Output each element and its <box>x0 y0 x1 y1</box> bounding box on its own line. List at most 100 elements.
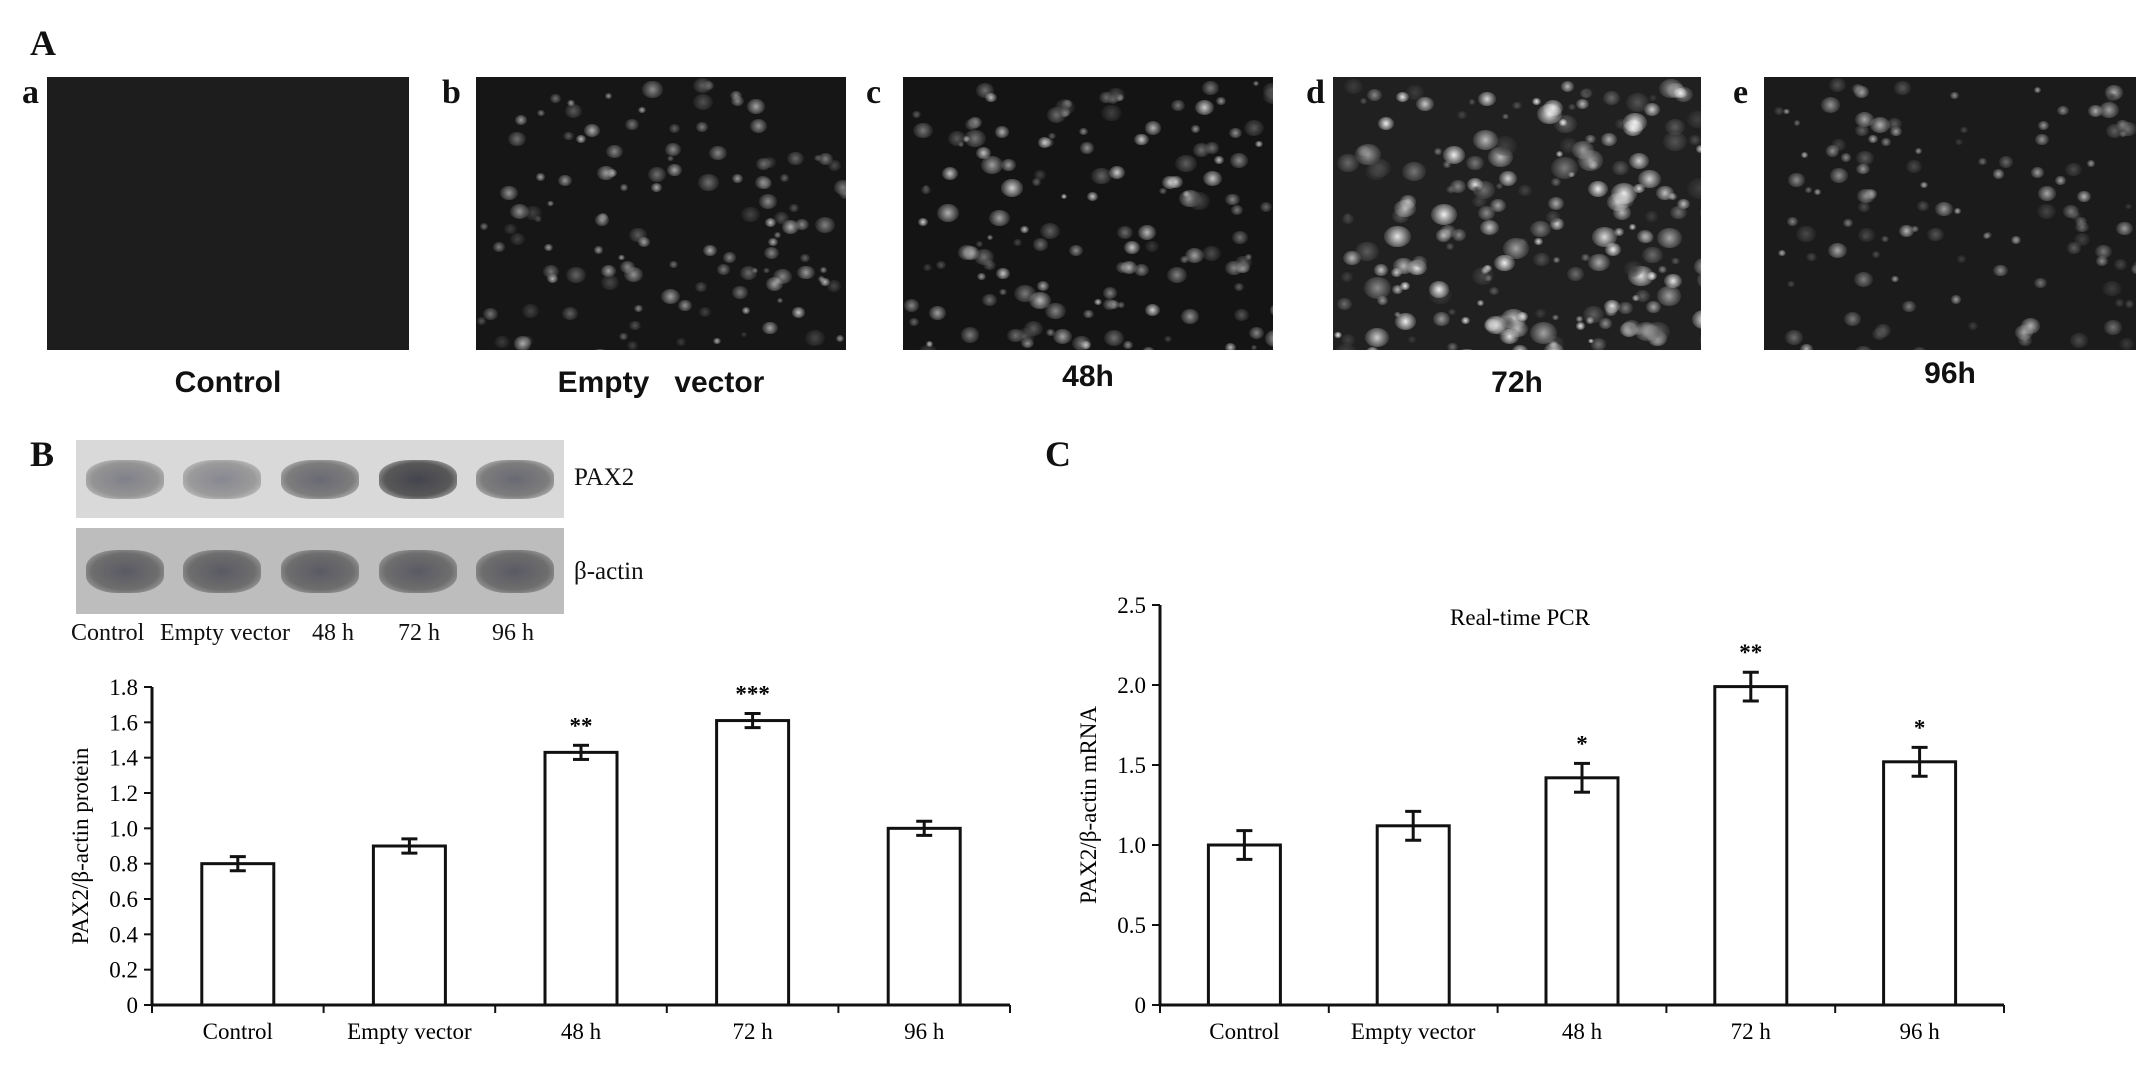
cell-spot <box>1401 162 1426 182</box>
cell-spot <box>963 129 986 148</box>
cell-spot <box>2038 186 2057 201</box>
cell-spot <box>1341 214 1355 225</box>
cell-spot <box>1550 218 1565 230</box>
x-tick-label: Control <box>1209 1019 1279 1044</box>
cell-spot <box>1020 337 1034 348</box>
cell-spot <box>1477 91 1496 107</box>
cell-spot <box>650 183 662 193</box>
cell-spot <box>1784 330 1804 346</box>
cell-spot <box>781 220 799 234</box>
cell-spot <box>1806 253 1817 262</box>
cell-spot <box>544 243 553 251</box>
cell-spot <box>1786 217 1798 226</box>
cell-spot <box>2010 236 2021 245</box>
cell-spot <box>1890 127 1902 137</box>
cell-spot <box>928 305 946 320</box>
micrograph-caption: Control <box>174 366 282 399</box>
protein-bar-chart: 0 0.2 0.4 0.6 0.8 1.0 1.2 1.4 1.6 1.8 Control Empty… <box>68 675 1011 1044</box>
cell-spot <box>1337 297 1353 310</box>
cell-spot <box>1880 235 1889 243</box>
cell-spot <box>2033 277 2048 289</box>
cell-spot <box>1567 103 1576 111</box>
cell-spot <box>1552 257 1560 263</box>
cell-spot <box>543 265 559 278</box>
x-tick-label: 96 h <box>1899 1019 1940 1044</box>
cell-spot <box>1341 271 1354 282</box>
cell-spot <box>1633 184 1645 194</box>
cell-spot <box>1637 230 1654 243</box>
x-tick-label: 48 h <box>1562 1019 1603 1044</box>
cell-spot <box>1599 318 1613 329</box>
cell-spot <box>1433 148 1443 156</box>
cell-spot <box>2037 203 2057 219</box>
cell-spot <box>1634 290 1650 303</box>
cell-spot <box>1168 176 1183 188</box>
cell-spot <box>1225 193 1240 206</box>
cell-spot <box>789 203 800 212</box>
cell-spot <box>764 218 776 228</box>
cell-spot <box>2105 92 2118 102</box>
blot-band <box>183 459 262 499</box>
cell-spot <box>2115 221 2133 236</box>
cell-spot <box>1137 225 1157 241</box>
cell-spot <box>1614 228 1625 237</box>
cell-spot <box>1044 302 1066 320</box>
cell-spot <box>1805 187 1813 193</box>
cell-spot <box>507 131 527 147</box>
cell-spot <box>1164 336 1172 343</box>
cell-spot <box>2035 134 2049 146</box>
cell-spot <box>957 141 965 147</box>
cell-spot <box>1377 116 1395 130</box>
cell-spot <box>1555 151 1564 157</box>
cell-spot <box>1693 258 1701 275</box>
cell-spot <box>1405 85 1424 100</box>
cell-spot <box>1254 141 1263 148</box>
cell-spot <box>2055 176 2066 185</box>
cell-spot <box>1363 277 1391 299</box>
cell-spot <box>1102 287 1118 299</box>
cell-spot <box>1855 150 1875 166</box>
cell-spot <box>980 156 1003 174</box>
cell-spot <box>492 241 506 252</box>
cell-spot <box>638 236 651 247</box>
cell-spot <box>779 174 790 183</box>
cell-spot <box>1192 142 1211 157</box>
panel-letter-a: A <box>30 23 56 63</box>
cell-spot <box>1687 178 1701 199</box>
cell-spot <box>1813 189 1822 196</box>
cell-spot <box>731 174 744 184</box>
cell-spot <box>1124 240 1140 254</box>
cell-spot <box>510 232 526 245</box>
cell-spot <box>536 109 545 117</box>
cell-spot <box>774 232 782 238</box>
cell-spot <box>1950 91 1960 100</box>
cell-spot <box>1842 219 1853 228</box>
cell-spot <box>1032 178 1042 186</box>
cell-spot <box>647 167 667 182</box>
cell-spot <box>1020 225 1029 233</box>
micrograph-72h <box>1333 77 1701 350</box>
cell-spot <box>1484 318 1500 331</box>
cell-spot <box>762 267 770 274</box>
cell-spot <box>1454 348 1480 350</box>
blot-band <box>476 549 555 593</box>
cell-spot <box>918 344 938 350</box>
cell-spot <box>2105 124 2123 138</box>
cell-spot <box>1870 117 1891 134</box>
cell-spot <box>668 124 680 134</box>
bar <box>200 862 276 1007</box>
cell-spot <box>1644 211 1658 222</box>
y-tick-label: 0 <box>1135 993 1147 1018</box>
y-tick-label: 0.2 <box>109 958 138 983</box>
cell-spot <box>1360 98 1368 104</box>
cell-spot <box>1472 195 1487 208</box>
cell-spot <box>567 99 575 106</box>
cell-spot <box>1978 158 1988 166</box>
blot-band <box>378 459 457 499</box>
cell-spot <box>917 217 928 226</box>
cell-spot <box>1099 92 1114 104</box>
cell-spot <box>1611 161 1629 175</box>
cell-spot <box>476 317 486 325</box>
cell-spot <box>2075 221 2089 233</box>
cell-spot <box>909 318 920 326</box>
